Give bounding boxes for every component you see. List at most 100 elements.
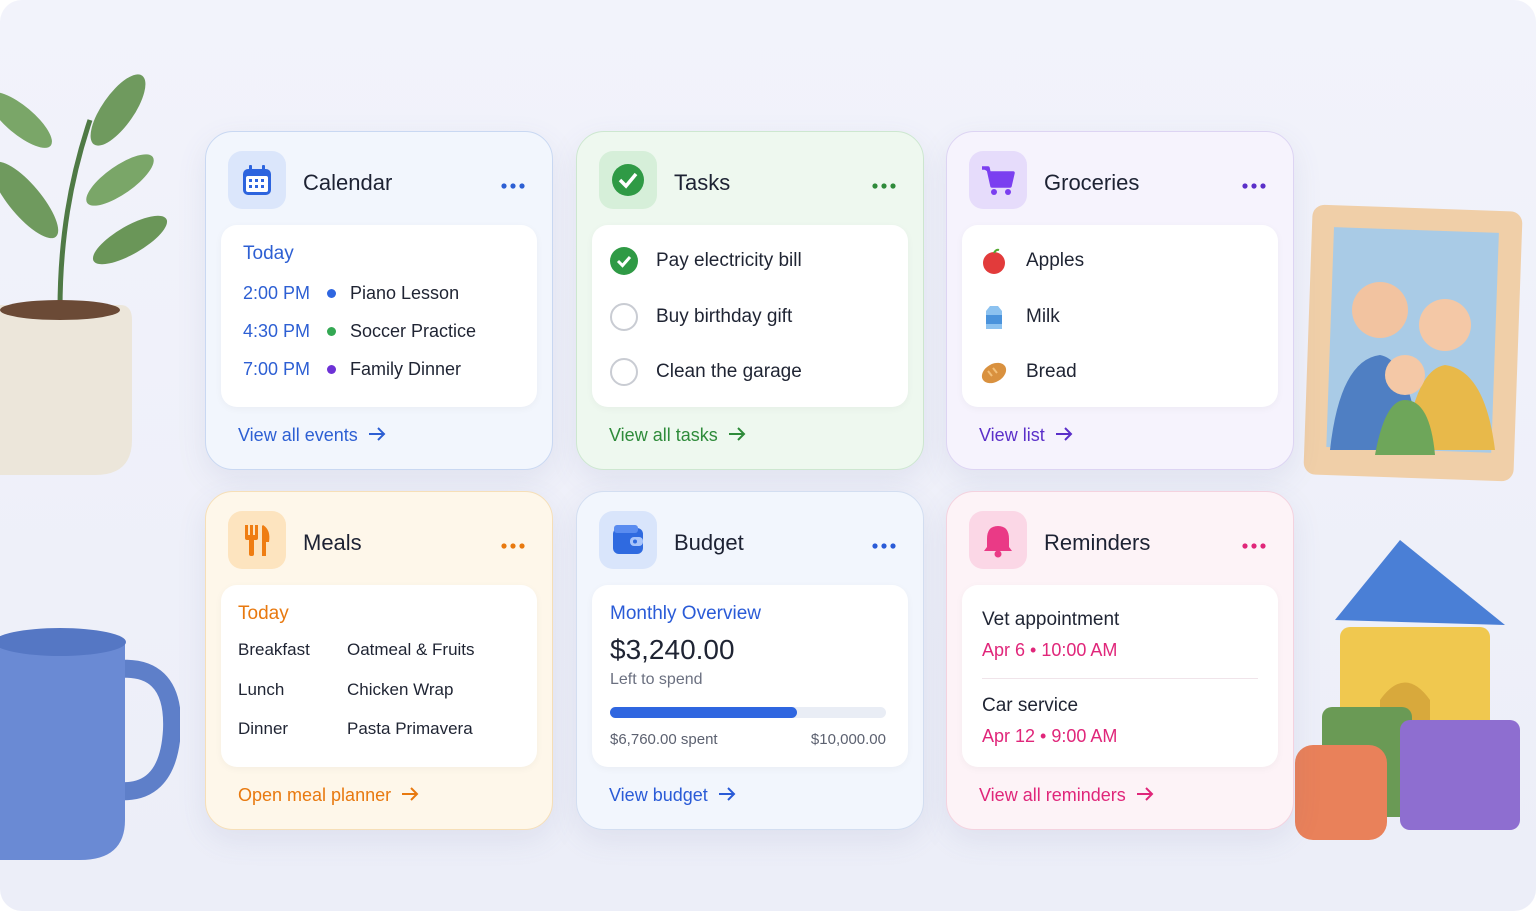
more-menu[interactable] [871, 537, 897, 555]
icon-part [0, 300, 120, 320]
meal-name: Lunch [238, 679, 285, 699]
link-arrow [368, 425, 386, 446]
icon-part [0, 628, 126, 656]
icon-part [0, 161, 59, 239]
link-text[interactable]: View all events [238, 425, 358, 445]
link-arrow [718, 785, 736, 806]
icon-part [718, 787, 736, 801]
icon-part [872, 183, 896, 189]
budget-caption: Left to spend [610, 671, 703, 688]
icon-part [249, 165, 252, 173]
task-checkbox[interactable] [610, 302, 638, 331]
reminder-when: Apr 12 • 9:00 AM [982, 726, 1118, 746]
event-time: 7:00 PM [243, 359, 311, 379]
divider [982, 678, 1258, 679]
icon-part [255, 185, 258, 188]
icon-part [92, 215, 168, 265]
card-panel: Monthly Overview $3,240.00 Left to spend $6… [592, 585, 908, 767]
icon-part [1340, 627, 1490, 732]
icon-part [243, 165, 271, 195]
icon-part [250, 525, 253, 537]
card-title: Calendar [303, 170, 393, 195]
event-dot [327, 289, 336, 298]
card-link[interactable]: View budget [609, 785, 736, 806]
icon-part [261, 185, 264, 188]
more-menu[interactable] [500, 537, 526, 555]
card-link[interactable]: View all events [238, 425, 386, 446]
icon-part [982, 166, 1015, 195]
icon-part [245, 535, 258, 540]
icon-part [402, 787, 419, 801]
mug [0, 628, 180, 860]
link-arrow [728, 425, 746, 446]
icon-part [261, 179, 264, 182]
icon-part [262, 165, 265, 173]
icon-part [255, 179, 258, 182]
icon-part [1136, 787, 1154, 801]
grocery-icon [980, 358, 1008, 391]
card-icon [228, 511, 286, 569]
meal-name: Breakfast [238, 640, 310, 659]
link-text[interactable]: View list [979, 425, 1045, 445]
link-text[interactable]: Open meal planner [238, 785, 392, 805]
more-menu[interactable] [1241, 537, 1267, 555]
icon-part [994, 550, 1002, 558]
icon-part [872, 543, 878, 549]
icon-part [245, 525, 270, 556]
card-icon [599, 511, 657, 569]
icon-part [501, 543, 525, 549]
icon-part [246, 176, 268, 192]
icon-part [993, 248, 1000, 254]
card-title: Groceries [1044, 170, 1140, 195]
icon-part [1005, 189, 1011, 195]
link-arrow [1136, 785, 1154, 806]
icon-part [616, 256, 632, 268]
meal-dish: Oatmeal & Fruits [347, 640, 475, 659]
link-text[interactable]: View all reminders [979, 785, 1126, 805]
card-link[interactable]: View all tasks [609, 425, 746, 446]
budget-total: $10,000.00 [810, 731, 886, 748]
meal-name: Dinner [238, 719, 289, 738]
card-link[interactable]: View list [979, 425, 1073, 446]
card-panel: Pay electricity bill Buy birthday gift Cle… [592, 225, 908, 407]
card-link[interactable]: View all reminders [979, 785, 1154, 806]
icon-part [249, 179, 264, 188]
tasks-card: Tasks Pay electricity bill Buy birthday gi… [576, 131, 924, 470]
icon-part [108, 659, 180, 801]
icon-part [613, 528, 643, 554]
icon-part [0, 305, 132, 475]
icon-part [255, 525, 258, 537]
icon-part [1242, 183, 1266, 189]
card-panel: Apples Milk Bread [962, 225, 1278, 407]
reminder-title: Vet appointment [982, 609, 1120, 630]
more-menu[interactable] [1241, 177, 1267, 195]
icon-part [249, 185, 252, 188]
icon-part [1242, 183, 1266, 189]
icon-part [0, 640, 125, 860]
more-menu[interactable] [500, 177, 526, 195]
event-name: Soccer Practice [350, 321, 477, 341]
reminder-when: Apr 6 • 10:00 AM [982, 640, 1118, 660]
groceries-card: Groceries Apples Milk Bread View list [946, 131, 1294, 470]
link-text[interactable]: View budget [609, 785, 708, 805]
icon-part [1375, 400, 1435, 455]
icon-part [1419, 299, 1471, 351]
icon-part [1352, 282, 1408, 338]
more-menu[interactable] [871, 177, 897, 195]
icon-part [249, 538, 254, 556]
icon-part [86, 154, 154, 206]
icon-part [986, 314, 1002, 324]
icon-part [981, 362, 1007, 384]
icon-part [983, 252, 1005, 274]
task-checkbox[interactable] [610, 247, 638, 275]
link-text[interactable]: View all tasks [609, 425, 718, 445]
card-link[interactable]: Open meal planner [238, 785, 419, 806]
icon-part [1260, 543, 1266, 549]
icon-part [984, 526, 1012, 558]
day-label: Today [243, 243, 294, 264]
budget-spent: $6,760.00 spent [610, 731, 718, 748]
icon-part [728, 427, 746, 441]
icon-part [1295, 745, 1387, 840]
task-checkbox[interactable] [610, 358, 638, 386]
card-icon [228, 151, 286, 209]
